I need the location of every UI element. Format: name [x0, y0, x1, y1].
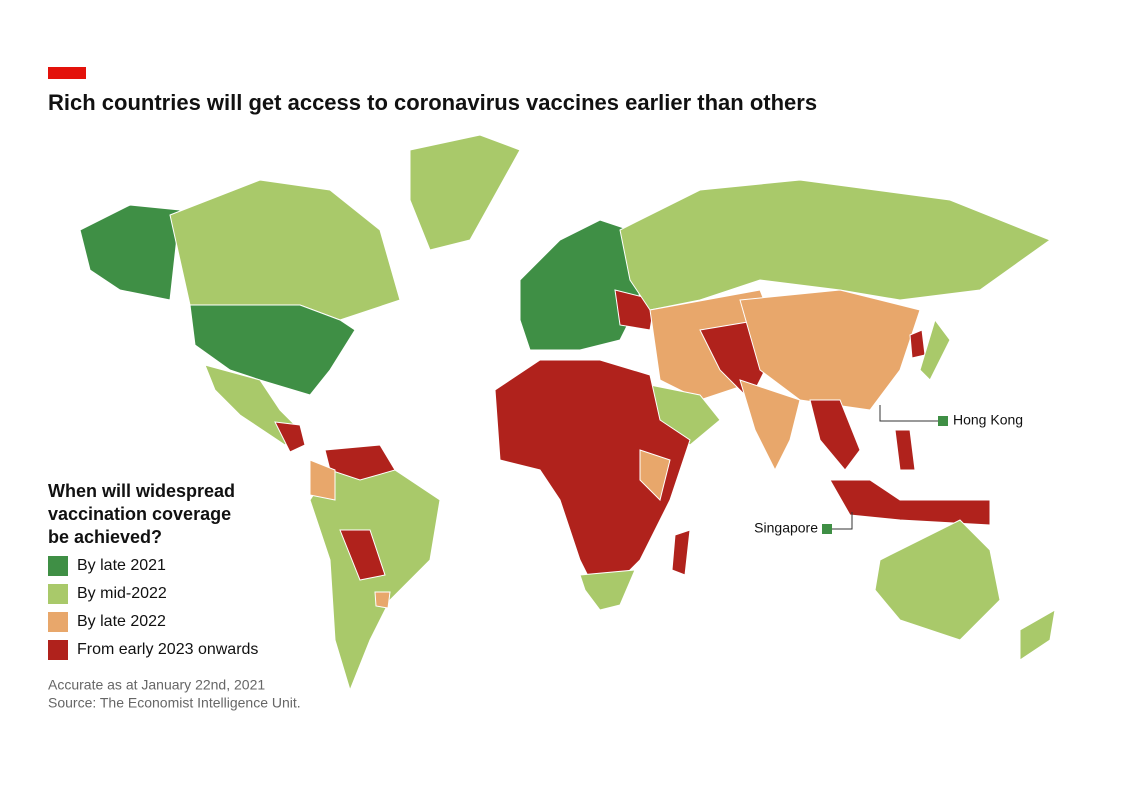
- regions: [79, 134, 1056, 692]
- annotation-marker: [822, 524, 832, 534]
- legend-swatch: [48, 584, 68, 604]
- region: [374, 591, 391, 609]
- region: [894, 429, 916, 471]
- region: [639, 449, 671, 501]
- region: [324, 444, 396, 481]
- region: [739, 379, 801, 472]
- region: [409, 134, 521, 251]
- legend-label: From early 2023 onwards: [77, 641, 258, 658]
- region: [739, 289, 921, 411]
- region: [874, 519, 1001, 641]
- region: [189, 304, 356, 396]
- region: [79, 204, 181, 301]
- region: [919, 318, 951, 381]
- legend-swatch: [48, 556, 68, 576]
- legend-title: be achieved?: [48, 527, 162, 547]
- region: [909, 329, 926, 359]
- legend-title: When will widespread: [48, 481, 235, 501]
- brand-bar: [48, 67, 86, 79]
- region: [829, 479, 991, 526]
- footnote: Source: The Economist Intelligence Unit.: [48, 695, 301, 711]
- region: [671, 529, 691, 576]
- footnote: Accurate as at January 22nd, 2021: [48, 677, 265, 693]
- region: [809, 399, 861, 471]
- connector: [832, 512, 853, 530]
- region: [339, 529, 386, 581]
- region: [274, 421, 306, 453]
- annotation-marker: [938, 416, 948, 426]
- annotation: Hong Kong: [953, 412, 1023, 428]
- region: [494, 359, 691, 601]
- region: [1019, 609, 1056, 661]
- region: [309, 469, 441, 692]
- annotation: Singapore: [754, 520, 818, 536]
- region: [309, 459, 336, 501]
- legend-label: By late 2021: [77, 557, 166, 574]
- region: [579, 569, 636, 611]
- legend-swatch: [48, 640, 68, 660]
- legend-label: By mid-2022: [77, 585, 167, 602]
- legend-title: vaccination coverage: [48, 504, 231, 524]
- connector: [879, 405, 938, 422]
- title: Rich countries will get access to corona…: [48, 90, 817, 115]
- legend-label: By late 2022: [77, 613, 166, 630]
- legend-swatch: [48, 612, 68, 632]
- legend: When will widespread vaccination coverage…: [48, 481, 258, 660]
